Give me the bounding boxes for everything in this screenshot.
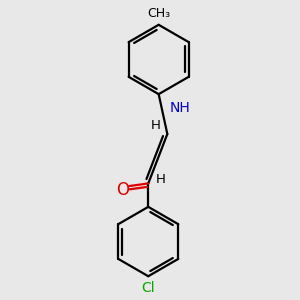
Text: O: O <box>116 181 129 199</box>
Text: NH: NH <box>170 101 191 115</box>
Text: H: H <box>151 119 161 132</box>
Text: CH₃: CH₃ <box>147 7 170 20</box>
Text: H: H <box>155 172 165 186</box>
Text: Cl: Cl <box>142 281 155 296</box>
